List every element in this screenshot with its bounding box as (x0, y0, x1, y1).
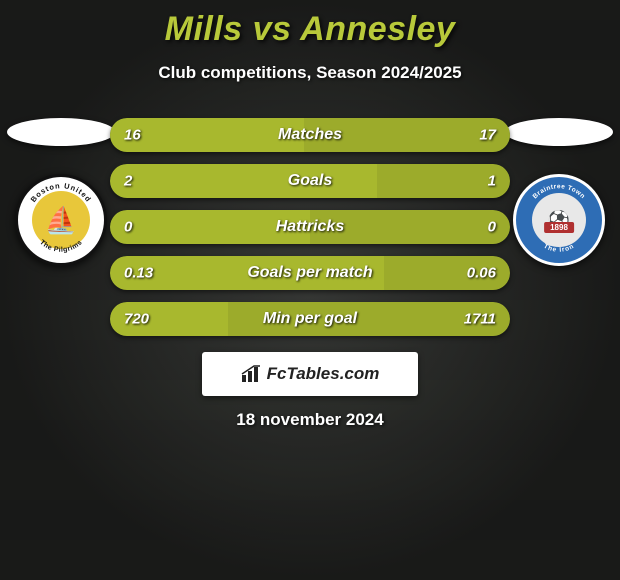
stat-label: Hattricks (110, 218, 510, 236)
subtitle: Club competitions, Season 2024/2025 (0, 63, 620, 83)
right-team-crest: Braintree Town The Iron ⚽ 1898 (513, 174, 605, 266)
player-silhouette-placeholder-right (505, 118, 613, 146)
stat-row: 21Goals (110, 164, 510, 198)
comparison-date: 18 november 2024 (0, 410, 620, 430)
stats-comparison-chart: 1617Matches 21Goals 00Hattricks 0.130.06Goa… (110, 118, 510, 336)
stat-row: 0.130.06Goals per match (110, 256, 510, 290)
stat-row: 00Hattricks (110, 210, 510, 244)
crest-year: 1898 (544, 222, 574, 233)
crest-ring-text-icon: Boston United The Pilgrims (18, 177, 104, 263)
svg-text:Boston United: Boston United (29, 181, 94, 204)
left-team-crest: Boston United The Pilgrims ⛵ (15, 174, 107, 266)
branding-text: FcTables.com (267, 364, 380, 384)
fctables-logo: FcTables.com (241, 364, 380, 384)
player-silhouette-placeholder-left (7, 118, 115, 146)
svg-text:The Pilgrims: The Pilgrims (38, 239, 84, 254)
page-title: Mills vs Annesley (0, 0, 620, 49)
stat-label: Goals (110, 172, 510, 190)
left-team-column: Boston United The Pilgrims ⛵ (6, 118, 116, 266)
stat-row: 1617Matches (110, 118, 510, 152)
right-team-column: Braintree Town The Iron ⚽ 1898 (504, 118, 614, 266)
stat-label: Min per goal (110, 310, 510, 328)
bars-icon (241, 365, 263, 383)
stat-label: Matches (110, 126, 510, 144)
ball-icon: ⚽ 1898 (532, 193, 586, 247)
branding-badge: FcTables.com (202, 352, 418, 396)
stat-row: 7201711Min per goal (110, 302, 510, 336)
stat-label: Goals per match (110, 264, 510, 282)
